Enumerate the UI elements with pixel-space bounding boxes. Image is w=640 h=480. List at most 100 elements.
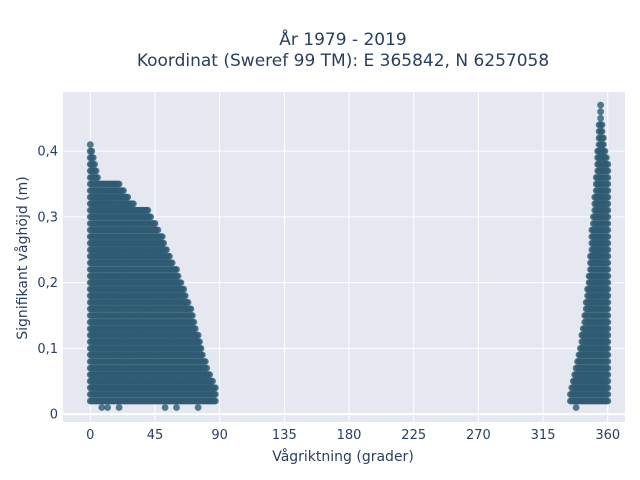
data-point [189, 312, 196, 319]
x-tick-label: 360 [595, 428, 620, 443]
data-point [173, 266, 180, 273]
data-point [180, 285, 188, 293]
data-point [604, 174, 612, 181]
data-point [604, 167, 612, 175]
chart-title-line2: Koordinat (Sweref 99 TM): E 365842, N 62… [137, 51, 549, 71]
data-point [604, 351, 612, 359]
data-point [597, 108, 604, 116]
data-point [604, 371, 612, 379]
data-point [144, 206, 152, 214]
data-point [604, 384, 612, 392]
data-point [600, 141, 607, 149]
x-tick-label: 135 [272, 428, 297, 443]
data-point [597, 101, 604, 109]
x-tick-label: 270 [466, 428, 491, 443]
x-tick-label: 225 [401, 428, 426, 443]
data-point [147, 213, 155, 221]
data-point [160, 239, 168, 247]
chart-title-line1: År 1979 - 2019 [279, 28, 407, 50]
data-point [604, 338, 612, 346]
data-point [604, 358, 612, 365]
data-point [604, 299, 612, 306]
x-tick-label: 315 [531, 428, 556, 443]
x-tick-label: 0 [86, 428, 94, 443]
data-point [86, 141, 94, 149]
y-axis-ticks: 0 0,1 0,2 0,3 0,4 [37, 145, 58, 423]
data-point [572, 404, 580, 411]
data-point [203, 364, 211, 372]
data-point [604, 220, 612, 227]
data-point [168, 259, 176, 267]
data-point [194, 331, 202, 339]
data-point [166, 252, 173, 260]
data-point [98, 404, 106, 411]
data-point [115, 404, 123, 411]
data-point [199, 351, 206, 359]
data-point [604, 331, 612, 339]
data-point [600, 134, 607, 142]
data-point [604, 252, 612, 260]
data-point [177, 279, 185, 286]
data-point [601, 147, 609, 155]
data-point [194, 404, 202, 411]
data-point [604, 364, 612, 372]
y-tick-label: 0 [50, 408, 58, 423]
data-point [604, 345, 612, 352]
data-point [120, 187, 127, 195]
data-point [604, 206, 612, 214]
grid-lines [63, 92, 625, 422]
data-point [604, 272, 612, 280]
data-point [604, 213, 612, 221]
data-point [181, 292, 189, 300]
data-point [604, 259, 612, 267]
data-point [604, 312, 612, 319]
data-point [201, 358, 209, 365]
data-point [130, 200, 137, 208]
data-point [174, 272, 182, 280]
data-point [604, 180, 612, 188]
data-point [91, 160, 98, 168]
data-point [604, 325, 612, 333]
data-point [190, 318, 198, 326]
y-axis-label: Signifikant våghöjd (m) [14, 176, 31, 339]
data-point [604, 279, 612, 286]
data-point [598, 127, 606, 135]
data-point [184, 299, 192, 306]
data-point [604, 160, 612, 168]
data-point [604, 285, 612, 293]
data-point [597, 114, 604, 122]
data-points [86, 101, 612, 411]
data-point [89, 154, 97, 162]
x-tick-label: 180 [337, 428, 362, 443]
data-point [604, 200, 612, 208]
data-point [212, 397, 219, 405]
data-point [604, 246, 612, 254]
data-point [124, 193, 132, 201]
data-point [158, 233, 166, 241]
data-point [604, 233, 612, 241]
y-tick-label: 0,3 [37, 210, 58, 225]
x-axis-label: Vågriktning (grader) [272, 448, 414, 465]
data-point [604, 318, 612, 326]
data-point [604, 239, 612, 247]
data-point [187, 305, 195, 313]
data-point [88, 147, 96, 155]
x-tick-label: 90 [211, 428, 228, 443]
data-point [115, 180, 123, 188]
data-point [196, 338, 203, 346]
data-point [191, 325, 199, 333]
y-tick-label: 0,4 [37, 145, 58, 160]
data-point [173, 404, 180, 411]
data-point [604, 391, 612, 398]
data-point [206, 371, 214, 379]
data-point [602, 154, 610, 162]
y-tick-label: 0,2 [37, 276, 58, 291]
data-point [604, 377, 612, 385]
x-tick-label: 45 [147, 428, 164, 443]
data-point [197, 345, 205, 352]
data-point [604, 397, 612, 405]
data-point [212, 384, 219, 392]
data-point [604, 292, 612, 300]
